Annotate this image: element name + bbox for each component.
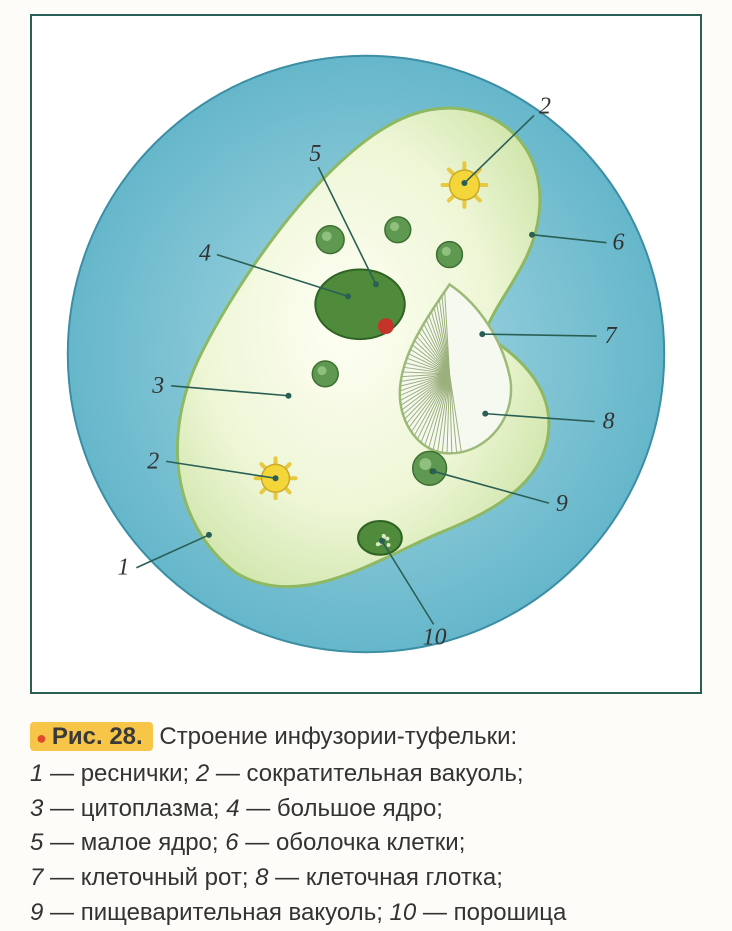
svg-text:1: 1	[117, 555, 129, 581]
svg-text:2: 2	[539, 93, 551, 119]
diagram-frame: 1 2 2 3 4 5 6 7 8 9 10	[30, 14, 702, 694]
legend-9: 9 — пищеварительная вакуоль;	[30, 899, 383, 926]
svg-text:9: 9	[556, 491, 568, 517]
page: 1 2 2 3 4 5 6 7 8 9 10 Рис. 28. Строение инфузории…	[0, 0, 732, 924]
svg-text:8: 8	[603, 409, 615, 435]
legend-8: 8 — клеточная глотка;	[255, 864, 503, 891]
svg-text:10: 10	[423, 624, 447, 650]
svg-text:2: 2	[147, 448, 159, 474]
svg-text:5: 5	[309, 141, 321, 167]
legend-6: 6 — оболочка клетки;	[225, 829, 465, 856]
paramecium-diagram: 1 2 2 3 4 5 6 7 8 9 10	[32, 16, 700, 692]
figure-title-line: Рис. 28. Строение инфузории-туфельки:	[30, 720, 517, 755]
legend-line-3: 5 — малое ядро; 6 — оболочка клетки;	[30, 826, 702, 861]
figure-title: Строение инфузории-туфельки:	[159, 723, 517, 750]
legend-4: 4 — большое ядро;	[226, 795, 443, 822]
legend-2: 2 — сократительная вакуоль;	[196, 760, 524, 787]
svg-text:7: 7	[605, 323, 618, 349]
legend-5: 5 — малое ядро;	[30, 829, 219, 856]
legend-line-1: 1 — реснички; 2 — сократительная вакуоль…	[30, 757, 702, 792]
legend-10: 10 — порошица	[390, 899, 567, 926]
svg-text:6: 6	[613, 230, 625, 256]
legend-line-5: 9 — пищеварительная вакуоль; 10 — пороши…	[30, 896, 702, 931]
caption-block: Рис. 28. Строение инфузории-туфельки: 1 …	[30, 720, 702, 931]
figure-label: Рис. 28.	[30, 722, 153, 751]
legend-1: 1 — реснички;	[30, 760, 189, 787]
legend-3: 3 — цитоплазма;	[30, 795, 220, 822]
legend-line-2: 3 — цитоплазма; 4 — большое ядро;	[30, 792, 702, 827]
svg-text:3: 3	[151, 373, 164, 399]
svg-text:4: 4	[199, 241, 211, 267]
legend-7: 7 — клеточный рот;	[30, 864, 248, 891]
legend-line-4: 7 — клеточный рот; 8 — клеточная глотка;	[30, 861, 702, 896]
